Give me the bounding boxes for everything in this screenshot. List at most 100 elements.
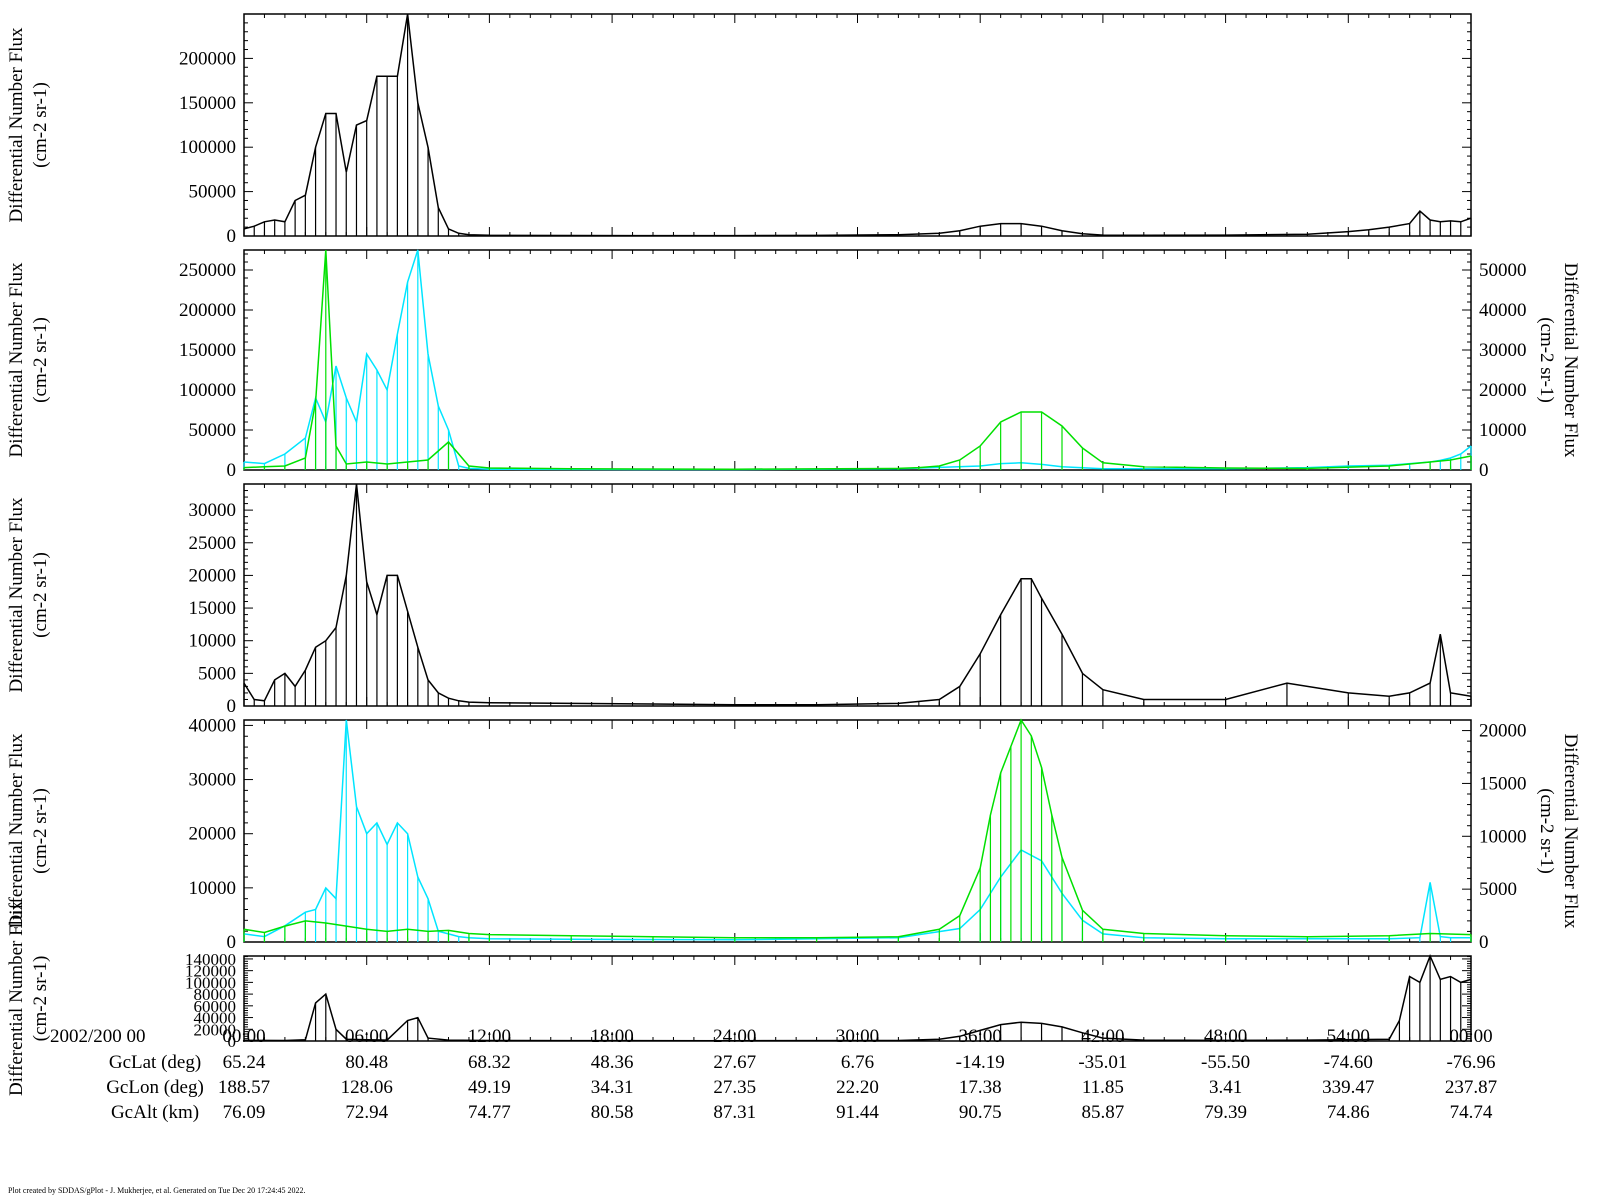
- ephemeris-value: 34.31: [591, 1077, 634, 1098]
- ephemeris-value: 17.38: [959, 1077, 1002, 1098]
- y-tick-label-right: 40000: [1479, 300, 1527, 321]
- panel-frame: [243, 483, 1472, 707]
- y-tick-label: 10000: [189, 878, 237, 899]
- y-tick-label: 20000: [189, 824, 237, 845]
- y-tick-label: 80000: [194, 985, 237, 1004]
- x-tick-label: 06:00: [345, 1026, 388, 1047]
- panel-4: 0 10000 20000 30000 40000 Differential Number…: [6, 715, 1581, 953]
- ephemeris-label: GcAlt (km): [111, 1102, 199, 1123]
- ephemeris-value: 3.41: [1209, 1077, 1242, 1098]
- ephemeris-value: 6.76: [841, 1052, 874, 1073]
- series-line-2: [243, 718, 1472, 939]
- y-tick-label: 5000: [198, 663, 236, 684]
- y-tick-label: 40000: [194, 1009, 237, 1028]
- x-tick-label: 42:00: [1081, 1026, 1124, 1047]
- y-axis-label-right: Differential Number Flux(cm-2 sr-1): [1536, 263, 1581, 458]
- panel-3: 0 5000 10000 15000 20000 25000 30000 Differenti…: [6, 483, 1472, 717]
- x-tick-label: 18:00: [590, 1026, 633, 1047]
- ephemeris-value: 339.47: [1322, 1077, 1374, 1098]
- y-tick-label-right: 20000: [1479, 721, 1527, 742]
- series-line-1: [243, 954, 1472, 1042]
- y-tick-label: 100000: [179, 380, 236, 401]
- ephemeris-value: 188.57: [218, 1077, 270, 1098]
- y-tick-label-right: 10000: [1479, 420, 1527, 441]
- ephemeris-value: -55.50: [1201, 1052, 1250, 1073]
- y-tick-label: 150000: [179, 93, 236, 114]
- ephemeris-value: 27.35: [713, 1077, 756, 1098]
- ephemeris-value: 91.44: [836, 1102, 879, 1123]
- y-tick-label: 0: [228, 1032, 237, 1051]
- y-tick-label-right: 50000: [1479, 260, 1527, 281]
- y-tick-label: 250000: [179, 260, 236, 281]
- x-tick-label: 48:00: [1204, 1026, 1247, 1047]
- y-tick-label-right: 5000: [1479, 879, 1517, 900]
- y-axis-label-right: Differential Number Flux(cm-2 sr-1): [1536, 734, 1581, 929]
- y-tick-label: 0: [227, 696, 237, 717]
- y-tick-label: 200000: [179, 48, 236, 69]
- y-tick-label-right: 0: [1479, 932, 1489, 953]
- y-tick-label-right: 0: [1479, 460, 1489, 481]
- ephemeris-value: 49.19: [468, 1077, 511, 1098]
- y-tick-label-right: 15000: [1479, 773, 1527, 794]
- y-axis-label-left: Differential Number Flux (cm-2 sr-1): [6, 497, 51, 692]
- x-tick-label: 30:00: [836, 1026, 879, 1047]
- ephemeris-label: GcLat (deg): [109, 1052, 201, 1073]
- ephemeris-value: -74.60: [1324, 1052, 1373, 1073]
- y-tick-label-right: 30000: [1479, 340, 1527, 361]
- y-tick-label: 60000: [194, 997, 237, 1016]
- ephemeris-value: -35.01: [1078, 1052, 1127, 1073]
- ephemeris-value: 68.32: [468, 1052, 511, 1073]
- y-tick-label: 30000: [189, 770, 237, 791]
- ephemeris-value: 11.85: [1082, 1077, 1124, 1098]
- x-tick-label: 54:00: [1327, 1026, 1370, 1047]
- y-tick-label: 20000: [194, 1020, 237, 1039]
- ephemeris-value: 79.39: [1204, 1102, 1247, 1123]
- y-axis-label-left: Differential Number Flux (cm-2 sr-1): [6, 901, 51, 1096]
- y-tick-label-right: 20000: [1479, 380, 1527, 401]
- ephemeris-value: 74.86: [1327, 1102, 1370, 1123]
- ephemeris-value: 87.31: [713, 1102, 756, 1123]
- x-tick-label: 12:00: [468, 1026, 511, 1047]
- ephemeris-label: GcLon (deg): [106, 1077, 204, 1098]
- y-tick-label: 0: [227, 932, 237, 953]
- ephemeris-value: -14.19: [956, 1052, 1005, 1073]
- series-line-1: [243, 249, 1472, 471]
- y-tick-label: 200000: [179, 300, 236, 321]
- y-axis-label-left: Differential Number Flux (cm-2 sr-1): [6, 733, 51, 928]
- ephemeris-value: 74.74: [1450, 1102, 1493, 1123]
- ephemeris-value: 237.87: [1445, 1077, 1497, 1098]
- y-tick-label: 25000: [189, 533, 237, 554]
- x-axis-start-label: 2002/200 00: [50, 1026, 146, 1047]
- ephemeris-value: 80.58: [591, 1102, 634, 1123]
- ephemeris-value: 48.36: [591, 1052, 634, 1073]
- y-tick-label: 30000: [189, 500, 237, 521]
- y-tick-label: 15000: [189, 598, 237, 619]
- x-tick-label: 24:00: [713, 1026, 756, 1047]
- series-line-1: [243, 483, 1472, 706]
- ephemeris-value: 22.20: [836, 1077, 879, 1098]
- panel-2: 050000100000150000200000250000Differenti…: [6, 249, 1581, 481]
- plot-footer: Plot created by SDDAS/gPlot - J. Mukherj…: [8, 1186, 306, 1195]
- y-tick-label-right: 10000: [1479, 826, 1527, 847]
- y-tick-label: 140000: [185, 950, 236, 969]
- ephemeris-value: 74.77: [468, 1102, 511, 1123]
- y-axis-label-left: Differential Number Flux (cm-2 sr-1): [6, 262, 51, 457]
- ephemeris-value: 27.67: [713, 1052, 756, 1073]
- ephemeris-value: 128.06: [341, 1077, 393, 1098]
- y-tick-label: 0: [227, 226, 237, 247]
- y-tick-label: 150000: [179, 340, 236, 361]
- y-tick-label: 50000: [189, 182, 237, 203]
- y-tick-label: 40000: [189, 715, 237, 736]
- x-tick-label: 36:00: [959, 1026, 1002, 1047]
- ephemeris-value: 80.48: [345, 1052, 388, 1073]
- y-tick-label: 0: [227, 460, 237, 481]
- x-axis-tick-labels: 00:00 06:00 12:00 18:00 24:00 30:00 36:00 42:00…: [222, 1026, 1492, 1047]
- y-tick-label: 20000: [189, 565, 237, 586]
- y-axis-label-left: Differential Number Flux (cm-2 sr-1): [6, 27, 51, 222]
- panel-5: 020000400006000080000100000120000140000D…: [6, 901, 1472, 1096]
- ephemeris-value: 90.75: [959, 1102, 1002, 1123]
- panel-1: 0 50000 100000 150000 200000 Differential Num…: [6, 13, 1472, 247]
- ephemeris-table: GcLat (deg) 65.24 80.48 68.32 48.36 27.67 6.76…: [106, 1052, 1497, 1123]
- y-tick-label: 10000: [189, 631, 237, 652]
